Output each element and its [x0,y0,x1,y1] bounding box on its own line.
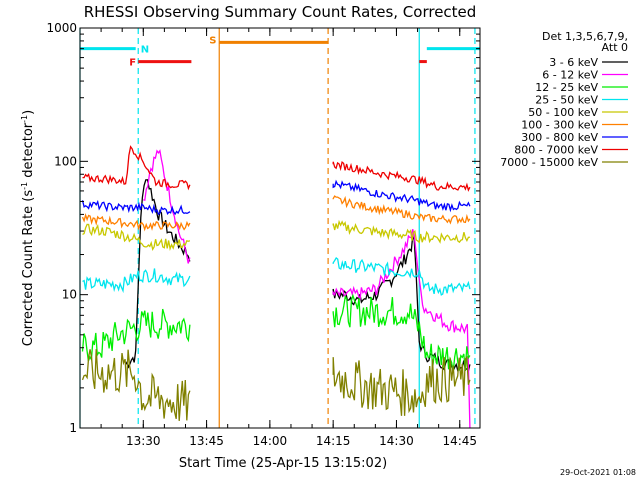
y-tick-label-3: 1000 [46,21,77,35]
legend-label-7: 800 - 7000 keV [514,144,598,157]
legend-label-3: 25 - 50 keV [535,94,598,107]
x-tick-label-5: 14:45 [442,434,477,448]
legend-label-2: 12 - 25 keV [535,81,598,94]
legend-header-line-1: Det 1,3,5,6,7,9, [542,30,628,43]
legend-header-line-2: Att 0 [602,41,628,54]
y-axis-label-part-3: ) [21,110,36,115]
x-tick-label-3: 14:15 [316,434,351,448]
chart-title: RHESSI Observing Summary Count Rates, Co… [84,3,477,21]
event-label-2: S [209,35,216,46]
x-tick-label-4: 14:30 [379,434,414,448]
series-lines [81,145,471,429]
series-line-0 [125,179,471,373]
series-line-7 [82,145,471,192]
series-line-6 [81,179,471,216]
y-tick-label-2: 100 [54,154,77,168]
legend-label-8: 7000 - 15000 keV [500,156,598,169]
footer-timestamp: 29-Oct-2021 01:08 [560,468,636,477]
legend-label-4: 50 - 100 keV [528,106,598,119]
y-tick-label-0: 1 [69,421,77,435]
y-axis-label-part-2: detector [21,122,36,182]
legend-label-1: 6 - 12 keV [542,69,598,82]
y-axis-label-part-1: Corrected Count Rate (s [21,190,36,347]
y-axis-ticks: 1 10 100 1000 [46,21,480,435]
series-line-5 [81,195,471,232]
plot-area: NF S [79,28,480,429]
event-label-1: F [129,58,136,69]
legend-label-5: 100 - 300 keV [521,119,598,132]
x-tick-label-0: 13:30 [126,434,161,448]
y-axis-label-superscript-1: -1 [20,182,29,190]
y-axis-label-superscript-2: -1 [20,115,29,123]
plot-frame [79,27,481,429]
series-line-8 [81,349,471,421]
y-tick-label-1: 10 [62,288,77,302]
legend-label-0: 3 - 6 keV [549,56,598,69]
series-line-3 [82,257,471,296]
x-tick-label-1: 13:45 [189,434,224,448]
y-axis-label: Corrected Count Rate (s-1 detector-1) [20,110,36,346]
series-line-2 [81,293,471,372]
x-axis-label: Start Time (25-Apr-15 13:15:02) [179,456,387,471]
event-label-0: N [141,45,149,56]
series-line-4 [82,219,470,252]
x-axis-ticks: 13:30 13:45 14:00 14:15 14:30 14:45 [100,28,477,448]
legend-label-6: 300 - 800 keV [521,131,598,144]
x-tick-label-2: 14:00 [253,434,288,448]
event-bars: NF S [80,35,480,69]
